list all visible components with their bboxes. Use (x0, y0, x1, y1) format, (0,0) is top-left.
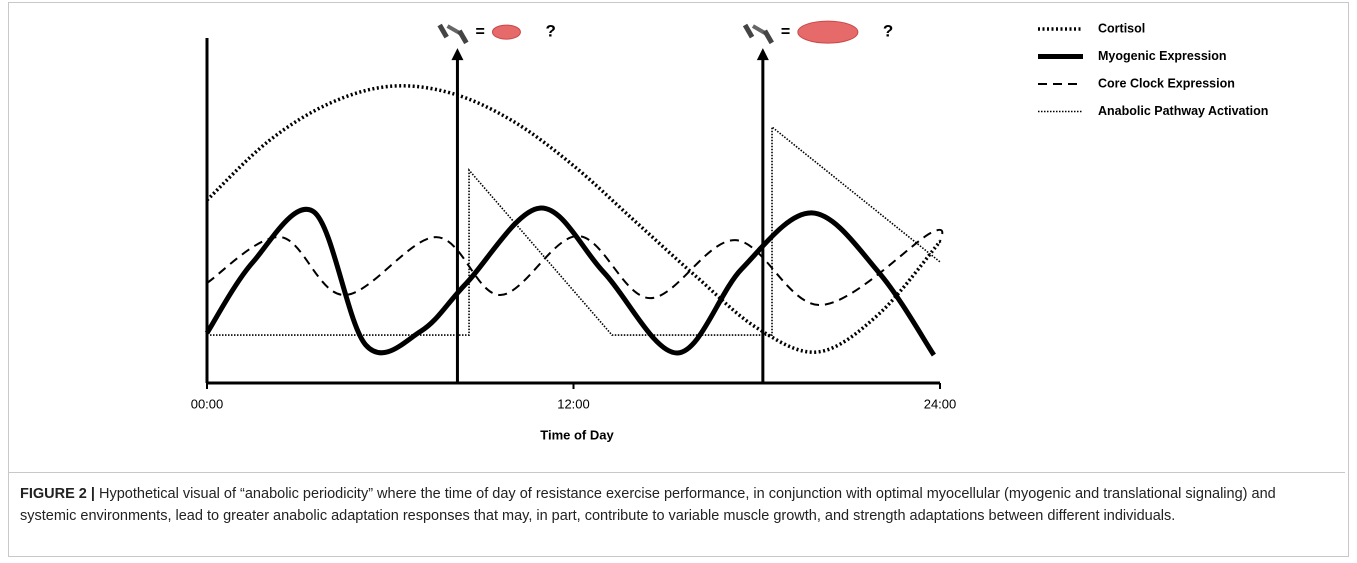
figure-frame (8, 2, 1349, 557)
question-mark: ? (545, 22, 555, 41)
x-tick-label: 24:00 (924, 396, 957, 411)
line (207, 125, 941, 336)
legend-label: Myogenic Expression (1098, 49, 1227, 63)
muscle-icon (797, 20, 859, 44)
caption-text: Hypothetical visual of “anabolic periodi… (20, 486, 1276, 524)
equals-sign: = (475, 23, 484, 40)
dumbbell (742, 23, 774, 45)
figure-label: FIGURE 2 | (20, 486, 95, 502)
line (206, 228, 944, 307)
legend-label: Core Clock Expression (1098, 76, 1235, 90)
line (204, 205, 936, 357)
legend-label: Cortisol (1098, 21, 1145, 35)
dumbbell (437, 23, 469, 45)
muscle-icon (491, 24, 521, 40)
line (205, 84, 942, 354)
x-tick-label: 00:00 (191, 396, 224, 411)
chart: Time of Day 00:00 12:00 24:00 =? =? Cortisol M… (191, 20, 1268, 442)
arrow-head (756, 48, 769, 61)
x-tick-label: 12:00 (557, 396, 590, 411)
caption: FIGURE 2 | Hypothetical visual of “anabo… (8, 472, 1345, 537)
x-axis-label: Time of Day (540, 427, 614, 442)
legend-label: Anabolic Pathway Activation (1098, 104, 1268, 118)
question-mark: ? (883, 22, 893, 41)
arrow-head (451, 48, 464, 61)
equals-sign: = (781, 23, 790, 40)
